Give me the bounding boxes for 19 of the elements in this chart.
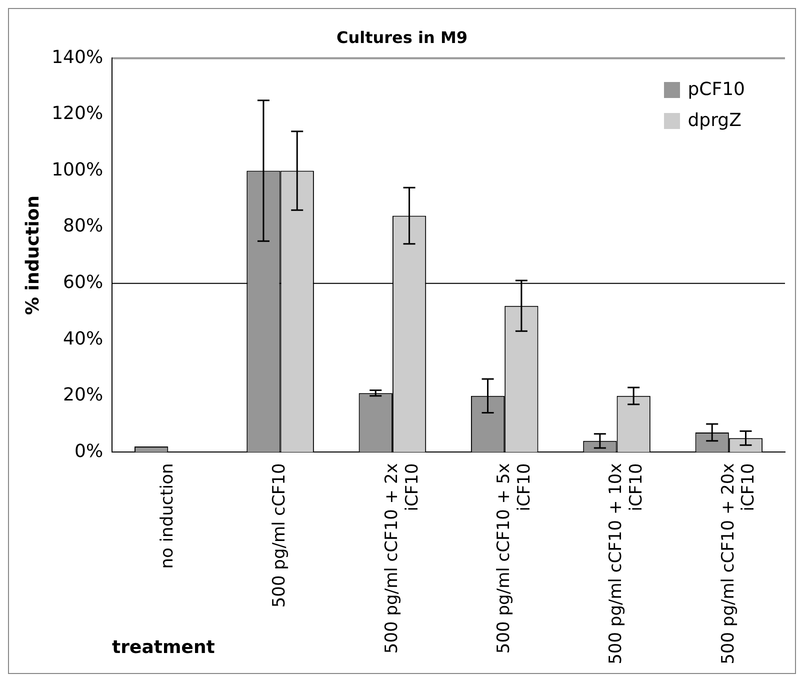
y-tick-label: 20% [63,384,104,406]
y-tick-label: 80% [63,216,104,237]
x-tick-label: 500 pg/ml cCF10 + 2x iCF10 [382,463,422,654]
x-tick-label: 500 pg/ml cCF10 + 5x iCF10 [494,463,534,654]
x-tick-label: no induction [158,463,178,569]
y-tick-label: 140% [52,46,104,68]
y-tick-label: 120% [52,103,104,124]
y-tick-label: 0% [74,440,104,462]
x-tick-label: 500 pg/ml cCF10 [270,463,290,608]
x-axis-title: treatment [112,636,216,658]
chart-title: Cultures in M9 [336,28,468,47]
x-tick-label: 500 pg/ml cCF10 + 10x iCF10 [606,463,647,664]
y-tick-label: 40% [63,328,104,350]
x-tick-label: 500 pg/ml cCF10 + 20x iCF10 [718,463,759,664]
y-tick-label: 100% [52,159,104,180]
y-tick-label: 60% [63,272,104,294]
legend-label: dprgZ [688,110,742,131]
y-axis-title: % induction [22,195,44,316]
legend-label: pCF10 [688,79,745,100]
